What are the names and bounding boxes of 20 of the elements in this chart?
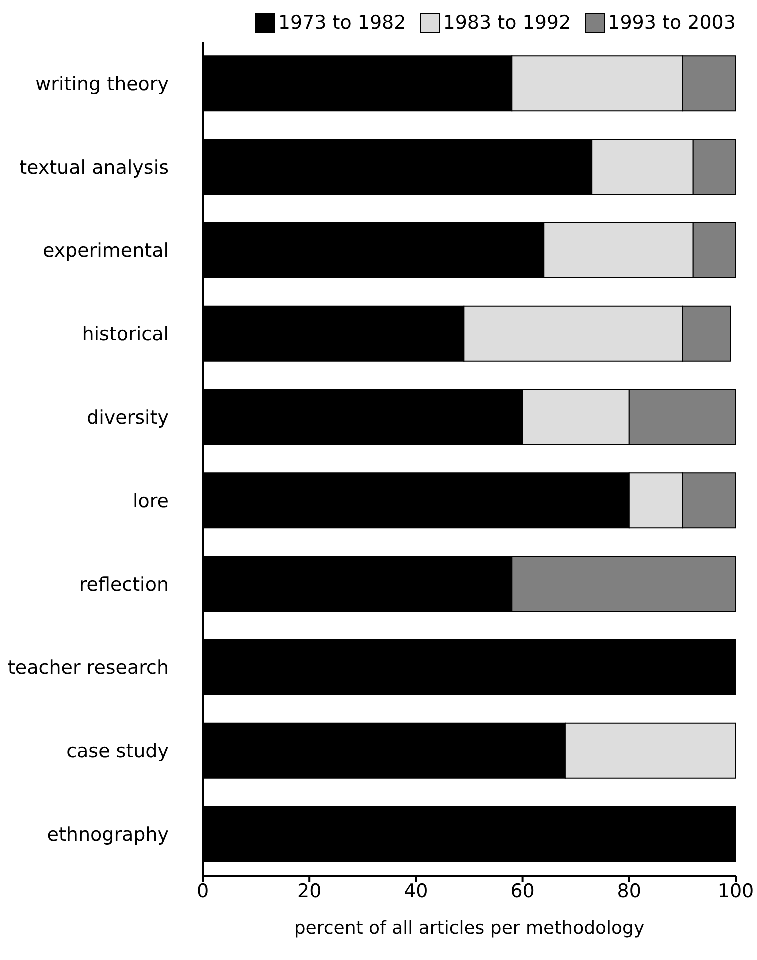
y-tick-label: lore [133,490,169,512]
legend-label: 1973 to 1982 [278,12,406,34]
legend-label: 1993 to 2003 [608,12,736,34]
y-tick-label: ethnography [47,824,169,846]
x-tick-label: 60 [510,880,535,902]
y-tick-label: reflection [79,574,169,596]
y-tick-label: teacher research [8,657,169,680]
x-tick-label: 100 [718,880,754,902]
y-tick-label: case study [66,740,169,763]
y-tick-label: diversity [87,407,169,430]
x-axis-title: percent of all articles per methodology [294,918,645,939]
y-tick-label: writing theory [36,73,169,96]
x-tick-label: 20 [298,880,322,902]
y-tick-label: experimental [42,240,169,262]
y-tick-label: historical [82,324,169,346]
x-tick-label: 40 [404,880,428,902]
legend-label: 1983 to 1992 [443,12,572,34]
x-tick-label: 0 [196,880,210,902]
y-tick-label: textual analysis [20,156,169,179]
x-tick-label: 80 [617,880,642,902]
